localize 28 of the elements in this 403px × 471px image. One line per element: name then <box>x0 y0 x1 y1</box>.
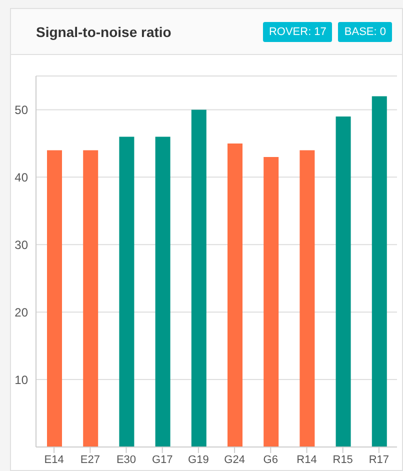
y-tick-label: 10 <box>14 372 28 387</box>
x-tick-label: G17 <box>152 454 173 466</box>
bar <box>47 150 62 447</box>
x-tick-label: R15 <box>332 454 353 466</box>
x-tick-label: E30 <box>116 454 136 466</box>
text: ROVER: 17 <box>262 22 332 42</box>
bar <box>83 150 98 447</box>
x-tick-label: G6 <box>263 454 278 466</box>
y-tick-label: 30 <box>14 238 28 252</box>
y-tick-label: 50 <box>14 102 28 117</box>
bar <box>155 136 170 447</box>
bar <box>372 96 387 447</box>
x-tick-label: E14 <box>44 454 64 466</box>
bar <box>119 136 134 447</box>
x-tick-label: G19 <box>188 454 209 466</box>
x-tick-label: R14 <box>296 454 317 466</box>
bar <box>300 150 315 447</box>
x-tick-label: G24 <box>224 454 245 466</box>
bar <box>336 116 351 447</box>
bar <box>228 143 242 447</box>
x-tick-label: R17 <box>368 454 390 466</box>
bar <box>264 156 279 447</box>
y-tick-label: 20 <box>14 305 28 320</box>
x-tick-label: E27 <box>80 454 100 466</box>
chart-title: Signal-to-noise ratio <box>36 24 172 40</box>
bar <box>191 110 206 447</box>
y-tick-label: 40 <box>14 170 28 184</box>
text: BASE: 0 <box>338 22 392 42</box>
